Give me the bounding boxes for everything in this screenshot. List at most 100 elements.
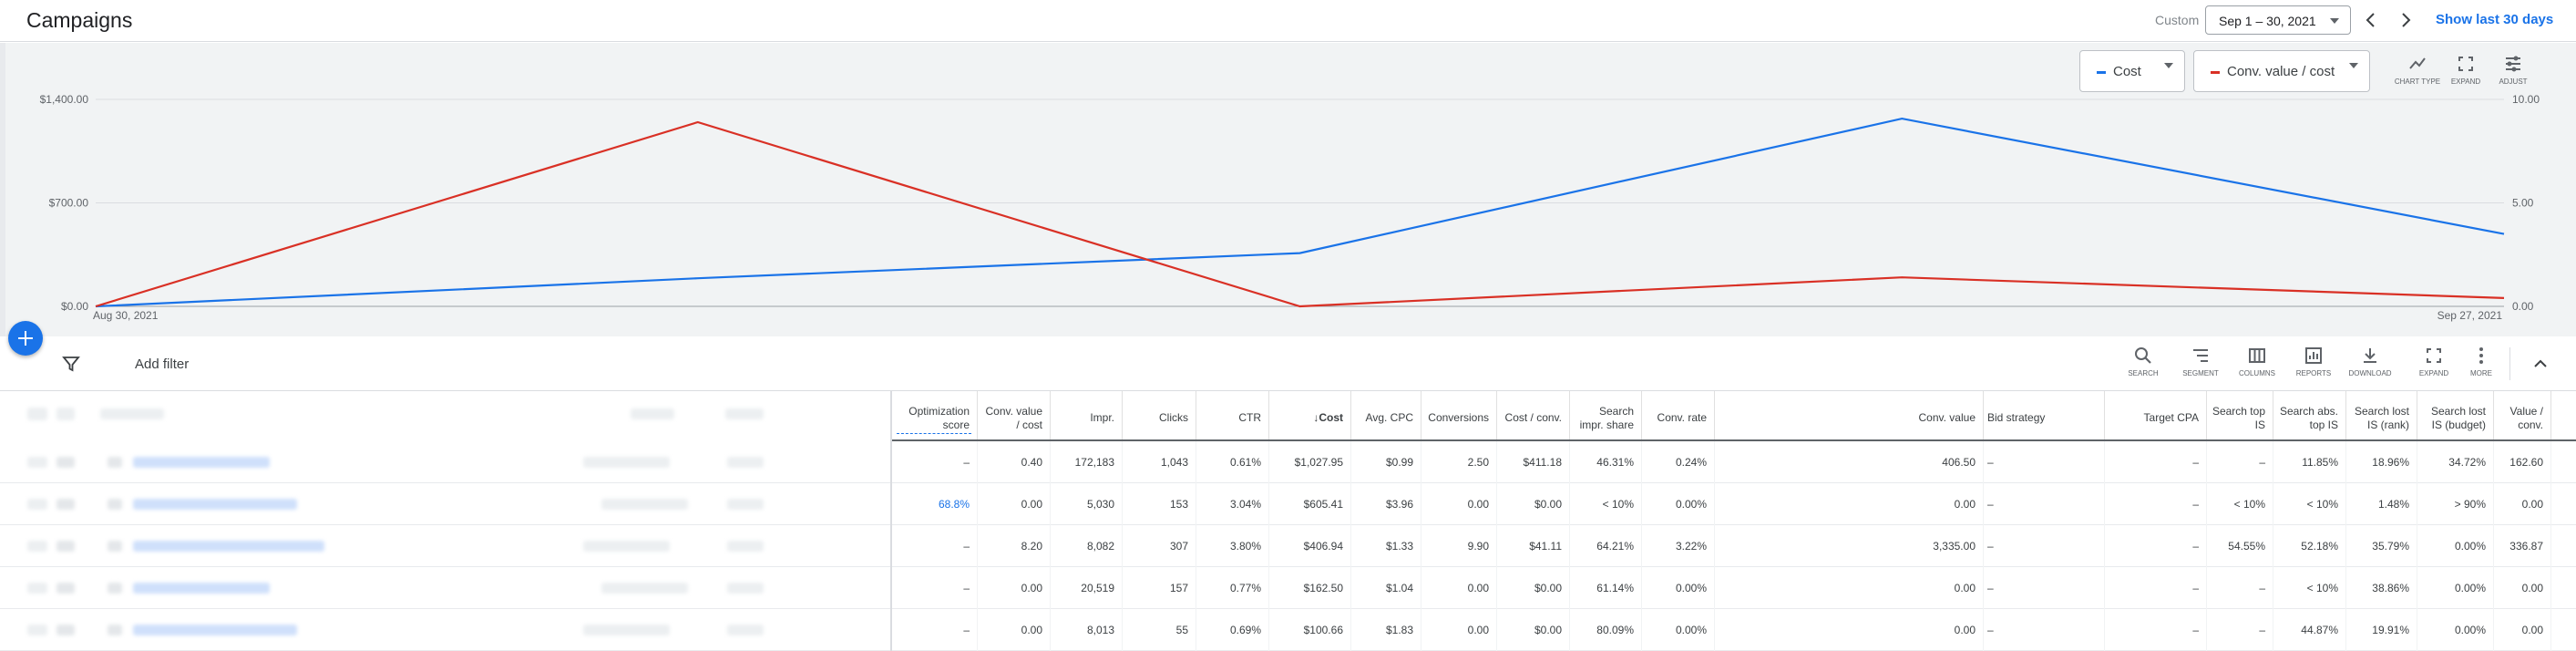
table-cell: $1.33 <box>1351 525 1421 567</box>
table-cell: 35.79% <box>2346 525 2417 567</box>
column-header[interactable]: Clicks <box>1123 391 1196 439</box>
row-status-icon[interactable] <box>56 499 75 510</box>
add-filter-button[interactable]: Add filter <box>135 356 190 372</box>
row-checkbox[interactable] <box>27 541 47 552</box>
table-cell: 20,519 <box>1051 567 1123 609</box>
dropdown-arrow-icon <box>2164 63 2173 68</box>
table-cell: $100.66 <box>1269 609 1351 651</box>
campaign-name-link[interactable] <box>133 457 270 468</box>
column-header[interactable]: Search lost IS (rank) <box>2346 391 2417 439</box>
table-row: –0.40 172,183 1,043 0.61% $1,027.95 $0.99 2.50… <box>0 441 2576 483</box>
series-line-conv-value-cost <box>95 120 2505 308</box>
row-checkbox[interactable] <box>27 499 47 510</box>
show-last-30-days-link[interactable]: Show last 30 days <box>2436 12 2554 27</box>
column-header[interactable]: Search top IS <box>2207 391 2273 439</box>
table-cell: 307 <box>1123 525 1196 567</box>
column-header[interactable]: ↓ Cost <box>1269 391 1351 439</box>
status-type-header[interactable] <box>725 408 764 419</box>
column-header[interactable]: Value / conv. <box>2494 391 2551 439</box>
date-range-value: Sep 1 – 30, 2021 <box>2219 14 2316 28</box>
column-header[interactable]: Avg. CPC <box>1351 391 1421 439</box>
chart-expand-button[interactable]: EXPAND <box>2438 54 2493 86</box>
expand-icon <box>2458 57 2473 71</box>
previous-period-button[interactable] <box>2362 10 2380 30</box>
column-header[interactable]: Target CPA <box>2105 391 2207 439</box>
column-header-label: Search top IS <box>2212 404 2265 431</box>
metric-select-conv-value-cost[interactable]: Conv. value / cost <box>2193 50 2370 92</box>
column-header[interactable]: Cost / conv. <box>1497 391 1570 439</box>
column-header[interactable]: Conv. value / cost <box>978 391 1051 439</box>
campaign-name-link[interactable] <box>133 625 297 636</box>
column-header-label: Conversions <box>1428 411 1489 424</box>
table-cell: – <box>891 567 978 609</box>
status-header <box>56 408 75 420</box>
next-period-button[interactable] <box>2396 10 2415 30</box>
table-cell: 38.86% <box>2346 567 2417 609</box>
collapse-chevron-up-icon[interactable] <box>2530 353 2551 375</box>
table-cell: < 10% <box>2207 483 2273 525</box>
download-button[interactable]: DOWNLOAD <box>2342 346 2398 377</box>
filter-icon[interactable] <box>62 355 80 373</box>
row-status-icon[interactable] <box>56 583 75 594</box>
table-cell: 162.60 <box>2494 441 2551 483</box>
reports-button[interactable]: REPORTS <box>2285 346 2342 377</box>
sort-arrow-down-icon: ↓ <box>1313 411 1319 424</box>
row-checkbox[interactable] <box>27 583 47 594</box>
campaign-name-link[interactable] <box>133 541 324 552</box>
chart-adjust-button[interactable]: ADJUST <box>2486 54 2540 86</box>
column-header[interactable]: Conversions <box>1421 391 1497 439</box>
column-header[interactable]: Optimization score <box>891 391 978 439</box>
chart-type-button[interactable]: CHART TYPE <box>2390 54 2445 86</box>
campaign-name-link[interactable] <box>133 583 270 594</box>
metric-select-cost[interactable]: Cost <box>2079 50 2185 92</box>
search-button[interactable]: SEARCH <box>2115 346 2171 377</box>
search-label: SEARCH <box>2128 369 2159 377</box>
column-header[interactable]: Bid strategy <box>1984 391 2105 439</box>
legend-swatch-cost <box>2097 71 2106 74</box>
table-cell: – <box>2105 483 2207 525</box>
column-header-label: CTR <box>1238 411 1261 424</box>
row-status-icon[interactable] <box>56 625 75 636</box>
date-range-select[interactable]: Sep 1 – 30, 2021 <box>2205 5 2351 35</box>
row-checkbox[interactable] <box>27 625 47 636</box>
segment-button[interactable]: SEGMENT <box>2172 346 2229 377</box>
reports-icon <box>2305 347 2322 364</box>
table-cell: 8.20 <box>978 525 1051 567</box>
more-vert-icon <box>2479 347 2483 364</box>
column-header[interactable]: Search lost IS (budget) <box>2417 391 2494 439</box>
budget-value <box>601 583 688 594</box>
search-icon <box>2135 347 2151 364</box>
columns-button[interactable]: COLUMNS <box>2229 346 2285 377</box>
table-row: –0.00 20,519 157 0.77% $162.50 $1.04 0.00 $0.00… <box>0 567 2576 609</box>
column-header[interactable]: Search abs. top IS <box>2273 391 2346 439</box>
more-button[interactable]: MORE <box>2453 346 2509 377</box>
column-header[interactable]: Search impr. share <box>1570 391 1642 439</box>
column-header[interactable]: Impr. <box>1051 391 1123 439</box>
column-header[interactable]: Conv. rate <box>1642 391 1715 439</box>
add-campaign-button[interactable] <box>8 321 43 356</box>
select-all-checkbox[interactable] <box>27 408 47 420</box>
table-cell: 0.00 <box>1421 609 1497 651</box>
campaign-name-link[interactable] <box>133 499 297 510</box>
row-status-icon[interactable] <box>56 457 75 468</box>
campaign-type-icon <box>108 625 122 636</box>
table-cell: 336.87 <box>2494 525 2551 567</box>
side-strip <box>0 43 5 336</box>
budget-header[interactable] <box>631 408 674 419</box>
table-cell: 54.55% <box>2207 525 2273 567</box>
table-cell: 5,030 <box>1051 483 1123 525</box>
table-cell: $3.96 <box>1351 483 1421 525</box>
table-cell: 1.48% <box>2346 483 2417 525</box>
table-cell: 0.00% <box>2417 609 2494 651</box>
table-cell: $406.94 <box>1269 525 1351 567</box>
table-cell: 0.00 <box>1715 609 1984 651</box>
column-header[interactable]: Conv. value <box>1715 391 1984 439</box>
table-expand-button[interactable]: EXPAND <box>2406 346 2462 377</box>
row-status-icon[interactable] <box>56 541 75 552</box>
table-cell: $0.00 <box>1497 567 1570 609</box>
table-cell[interactable]: 68.8% <box>891 483 978 525</box>
row-checkbox[interactable] <box>27 457 47 468</box>
table-cell: 3.04% <box>1196 483 1269 525</box>
column-header[interactable]: CTR <box>1196 391 1269 439</box>
campaign-header[interactable] <box>100 408 164 419</box>
